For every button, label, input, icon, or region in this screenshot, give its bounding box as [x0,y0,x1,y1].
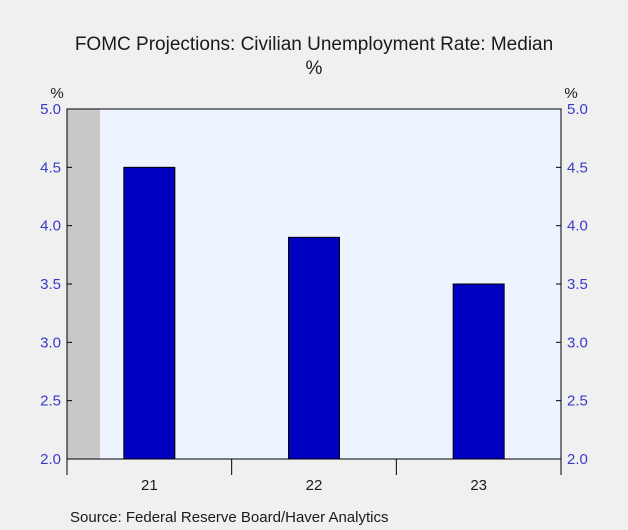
y-tick-label-left: 2.5 [40,393,61,410]
y-tick-label-right: 3.5 [567,276,588,293]
source-note: Source: Federal Reserve Board/Haver Anal… [70,509,388,526]
y-tick-label-right: 2.5 [567,393,588,410]
y-tick-label-right: 4.5 [567,159,588,176]
y-tick-label-left: 4.0 [40,218,61,235]
bar-22 [288,236,340,460]
shaded-region [67,109,100,459]
bar-23 [452,283,505,460]
plot-area: 5.0 5.0 4.5 4.5 4.0 4.0 3.5 3.5 3.0 3.0 2.5 2.5 2.0 2… [40,101,588,494]
y-tick-label-right: 4.0 [567,218,588,235]
y-tick-label-left: 3.5 [40,276,61,293]
y-tick-label-left: 2.0 [40,451,61,468]
y-tick-label-right: 5.0 [567,101,588,118]
y-tick-label-left: 4.5 [40,159,61,176]
x-tick-label-22: 22 [306,477,323,494]
y-tick-label-right: 2.0 [567,451,588,468]
bar-21 [123,166,176,460]
y-axis-unit-right: % [564,85,577,102]
y-tick-label-right: 3.0 [567,334,588,351]
x-tick-label-21: 21 [141,477,158,494]
y-axis-unit-left: % [50,85,63,102]
chart-subtitle: % [306,58,323,79]
chart-title: FOMC Projections: Civilian Unemployment … [75,34,553,55]
x-tick-label-23: 23 [470,477,487,494]
y-tick-label-left: 3.0 [40,334,61,351]
y-tick-label-left: 5.0 [40,101,61,118]
